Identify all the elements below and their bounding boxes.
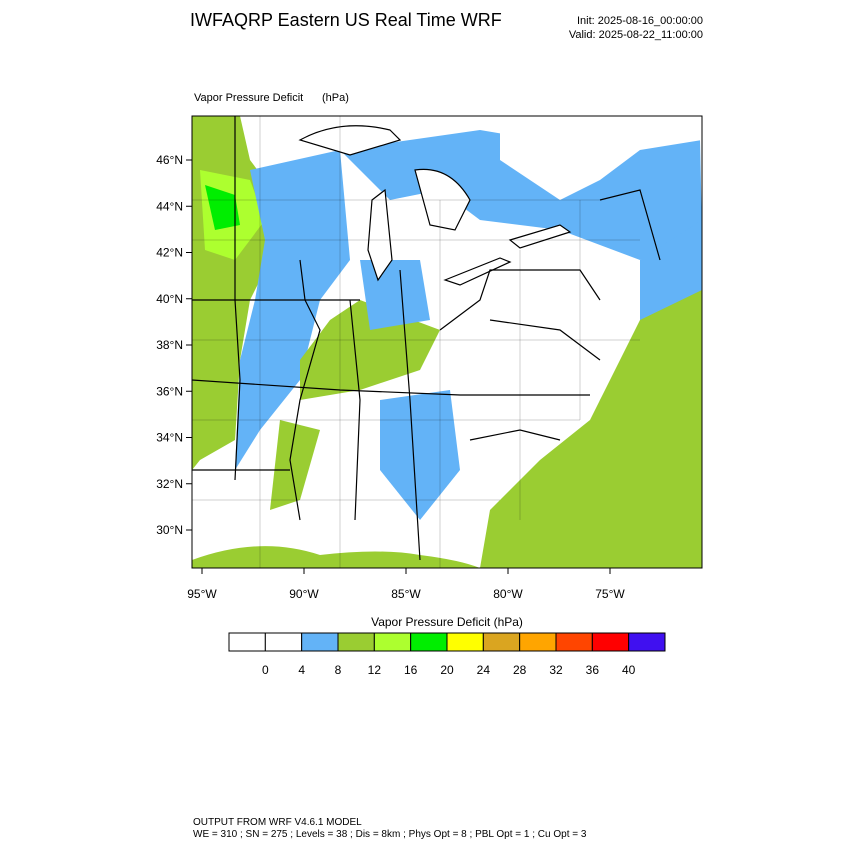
colorbar-label: 36 (586, 663, 600, 677)
lat-label: 40°N (156, 292, 183, 306)
colorbar-box (373, 632, 412, 652)
footer-line: OUTPUT FROM WRF V4.6.1 MODEL (193, 817, 362, 828)
colorbar-title: Vapor Pressure Deficit (hPa) (371, 615, 523, 629)
colorbar-label: 16 (404, 663, 418, 677)
colorbar-box (228, 632, 266, 652)
map: 46°N 44°N 42°N 40°N 38°N 36°N 34°N 32°N 30°N 95°… (156, 115, 703, 601)
lon-label: 75°W (595, 587, 625, 601)
field-name: Vapor Pressure Deficit (194, 92, 303, 104)
colorbar-label: 8 (335, 663, 342, 677)
colorbar-label: 4 (298, 663, 305, 677)
lat-label: 36°N (156, 384, 183, 398)
colorbar-box (591, 632, 630, 652)
colorbar-label: 40 (622, 663, 636, 677)
lat-label: 38°N (156, 338, 183, 352)
colorbar-label: 28 (513, 663, 527, 677)
lon-label: 90°W (289, 587, 319, 601)
lat-label: 34°N (156, 431, 183, 445)
colorbar-label: 24 (477, 663, 491, 677)
colorbar-box (628, 632, 666, 652)
lat-label: 32°N (156, 477, 183, 491)
colorbar-label: 20 (440, 663, 454, 677)
colorbar-box (482, 632, 521, 652)
colorbar-label: 12 (368, 663, 382, 677)
valid-time: Valid: 2025-08-22_11:00:00 (569, 29, 703, 41)
colorbar: 0 4 8 12 16 20 24 28 32 36 40 (228, 632, 666, 677)
title: IWFAQRP Eastern US Real Time WRF (190, 10, 502, 30)
field-units: (hPa) (322, 92, 349, 104)
colorbar-box (555, 632, 593, 652)
lon-label: 85°W (391, 587, 421, 601)
lat-label: 42°N (156, 246, 183, 260)
lon-label: 80°W (493, 587, 523, 601)
lat-label: 46°N (156, 153, 183, 167)
colorbar-label: 0 (262, 663, 269, 677)
colorbar-box (301, 632, 339, 652)
lat-label: 30°N (156, 523, 183, 537)
colorbar-box (410, 632, 448, 652)
colorbar-label: 32 (549, 663, 563, 677)
lon-label: 95°W (187, 587, 217, 601)
footer-line: WE = 310 ; SN = 275 ; Levels = 38 ; Dis … (193, 829, 587, 840)
init-time: Init: 2025-08-16_00:00:00 (577, 15, 703, 27)
colorbar-box (264, 632, 303, 652)
colorbar-box (519, 632, 557, 652)
colorbar-box (337, 632, 375, 652)
colorbar-box (446, 632, 484, 652)
lat-label: 44°N (156, 199, 183, 213)
